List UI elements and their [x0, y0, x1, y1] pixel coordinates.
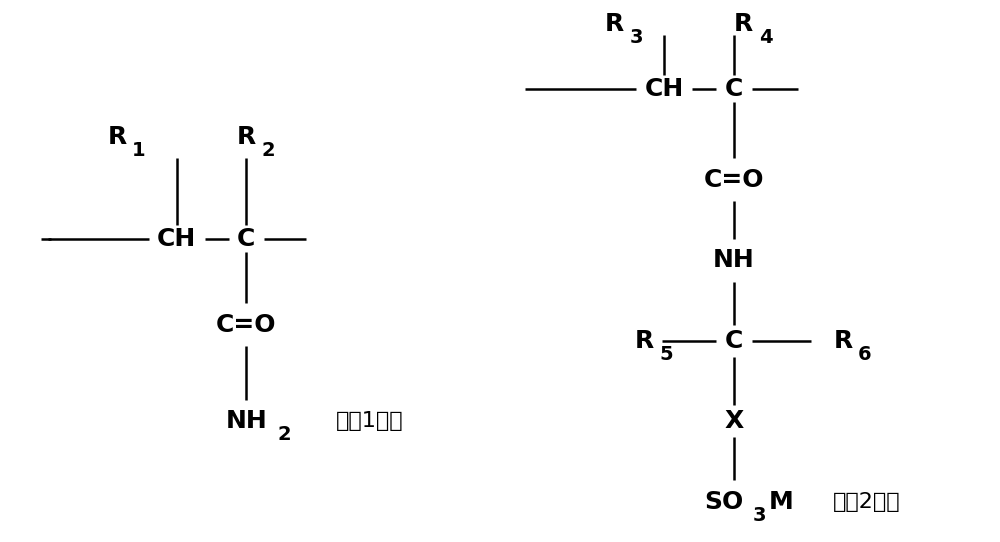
Text: 2: 2 [277, 425, 291, 444]
Text: 2: 2 [261, 141, 275, 160]
Text: R: R [237, 125, 256, 149]
Text: C=O: C=O [216, 313, 277, 337]
Text: CH: CH [644, 76, 684, 101]
Text: C: C [725, 329, 743, 353]
Text: NH: NH [226, 409, 267, 433]
Text: 1: 1 [132, 141, 146, 160]
Text: 式（2），: 式（2）， [833, 492, 901, 512]
Text: 3: 3 [629, 28, 643, 47]
Text: 3: 3 [753, 506, 766, 525]
Text: R: R [108, 125, 127, 149]
Text: C: C [725, 76, 743, 101]
Text: 6: 6 [858, 345, 872, 364]
Text: 式（1），: 式（1）， [336, 411, 404, 431]
Text: CH: CH [157, 227, 196, 251]
Text: C: C [237, 227, 256, 251]
Text: X: X [724, 409, 743, 433]
Text: M: M [769, 489, 794, 514]
Text: R: R [605, 12, 624, 36]
Text: R: R [833, 329, 853, 353]
Text: SO: SO [704, 489, 743, 514]
Text: NH: NH [713, 248, 755, 272]
Text: R: R [734, 12, 753, 36]
Text: R: R [635, 329, 654, 353]
Text: C=O: C=O [703, 168, 764, 192]
Text: 5: 5 [659, 345, 673, 364]
Text: 4: 4 [759, 28, 772, 47]
